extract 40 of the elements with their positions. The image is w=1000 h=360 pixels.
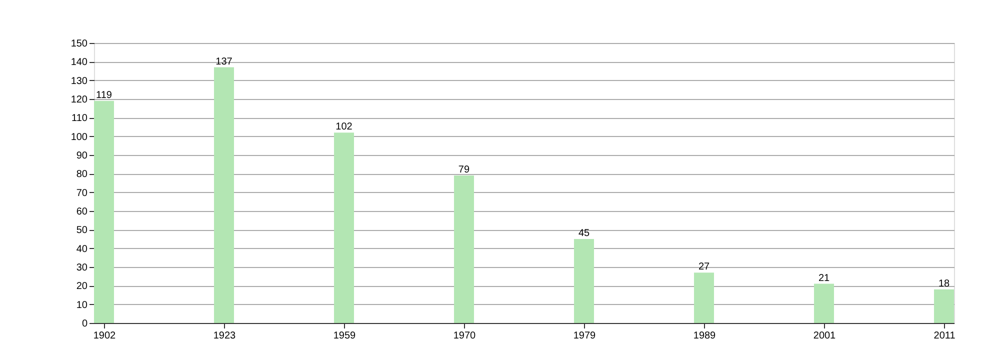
x-tick-label: 1902 — [93, 330, 116, 342]
bar — [214, 67, 234, 323]
x-tick-label: 1970 — [453, 330, 476, 342]
y-tick-label: 30 — [76, 262, 88, 274]
data-label: 21 — [818, 272, 830, 284]
x-tick-label: 2011 — [934, 330, 956, 342]
data-label: 137 — [216, 56, 233, 68]
x-tick-label: 1923 — [213, 330, 236, 342]
y-tick-label: 50 — [76, 225, 88, 236]
y-tick-label: 90 — [76, 150, 88, 162]
data-label: 119 — [96, 90, 112, 101]
y-tick-label: 110 — [72, 113, 88, 124]
bar — [574, 239, 594, 323]
data-label: 45 — [578, 228, 590, 239]
bar — [454, 176, 474, 323]
data-label: 79 — [458, 164, 470, 176]
bar — [934, 289, 954, 323]
x-tick-label: 1979 — [573, 330, 596, 342]
y-tick-label: 20 — [76, 281, 88, 292]
x-tick-label: 2001 — [813, 330, 836, 342]
y-tick-label: 0 — [82, 318, 88, 330]
data-label: 102 — [336, 122, 353, 133]
y-tick-label: 70 — [76, 188, 88, 199]
bar — [94, 100, 114, 323]
data-label: 27 — [698, 262, 710, 273]
y-tick-label: 130 — [70, 76, 88, 87]
y-tick-label: 80 — [76, 169, 88, 180]
y-tick-label: 100 — [70, 132, 88, 143]
data-label: 18 — [938, 278, 950, 290]
bar — [694, 272, 714, 323]
y-tick-label: 10 — [76, 300, 88, 311]
bar — [814, 284, 834, 323]
y-tick-label: 150 — [70, 38, 88, 50]
y-tick-label: 120 — [70, 94, 88, 106]
y-tick-label: 40 — [76, 244, 88, 255]
y-tick-label: 140 — [70, 57, 88, 68]
bar — [334, 132, 354, 323]
x-tick-label: 1959 — [333, 330, 356, 342]
y-tick-label: 60 — [76, 206, 88, 218]
x-tick-label: 1989 — [693, 330, 716, 342]
